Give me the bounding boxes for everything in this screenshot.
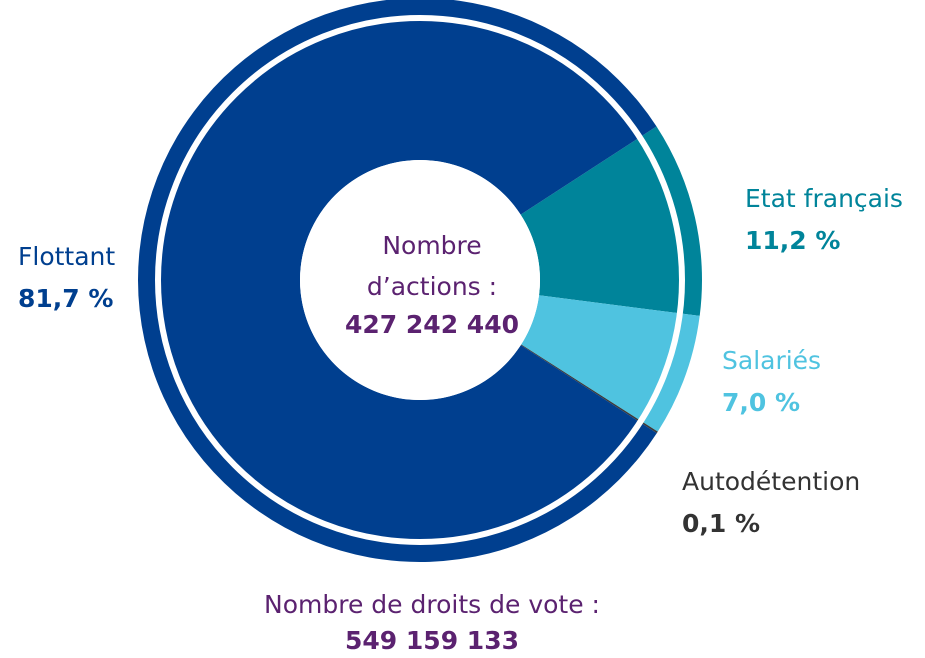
slice-value: 81,7 % [18,284,113,313]
ring-separator [155,15,685,545]
footer-value: 549 159 133 [345,626,519,655]
center-label: d’actions : [367,272,497,301]
slice-label: Flottant [18,242,115,271]
donut-hole [300,160,540,400]
slice-value: 0,1 % [682,509,760,538]
footer-label: Nombre de droits de vote : [264,590,600,619]
slice-label: Salariés [722,346,821,375]
slice-label: Etat français [745,184,903,213]
center-value: 427 242 440 [345,310,519,339]
slice-value: 7,0 % [722,388,800,417]
slice [520,344,658,434]
slice [138,0,657,562]
slice-value: 11,2 % [745,226,840,255]
slice-label: Autodétention [682,467,860,496]
center-label: Nombre [382,231,481,260]
